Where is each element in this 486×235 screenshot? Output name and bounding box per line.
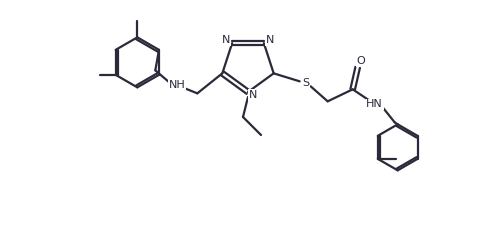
- Text: N: N: [266, 35, 274, 45]
- Text: N: N: [222, 35, 230, 45]
- Text: S: S: [302, 78, 309, 88]
- Text: HN: HN: [366, 99, 383, 109]
- Text: O: O: [356, 56, 365, 66]
- Text: N: N: [249, 90, 257, 100]
- Text: NH: NH: [169, 80, 186, 90]
